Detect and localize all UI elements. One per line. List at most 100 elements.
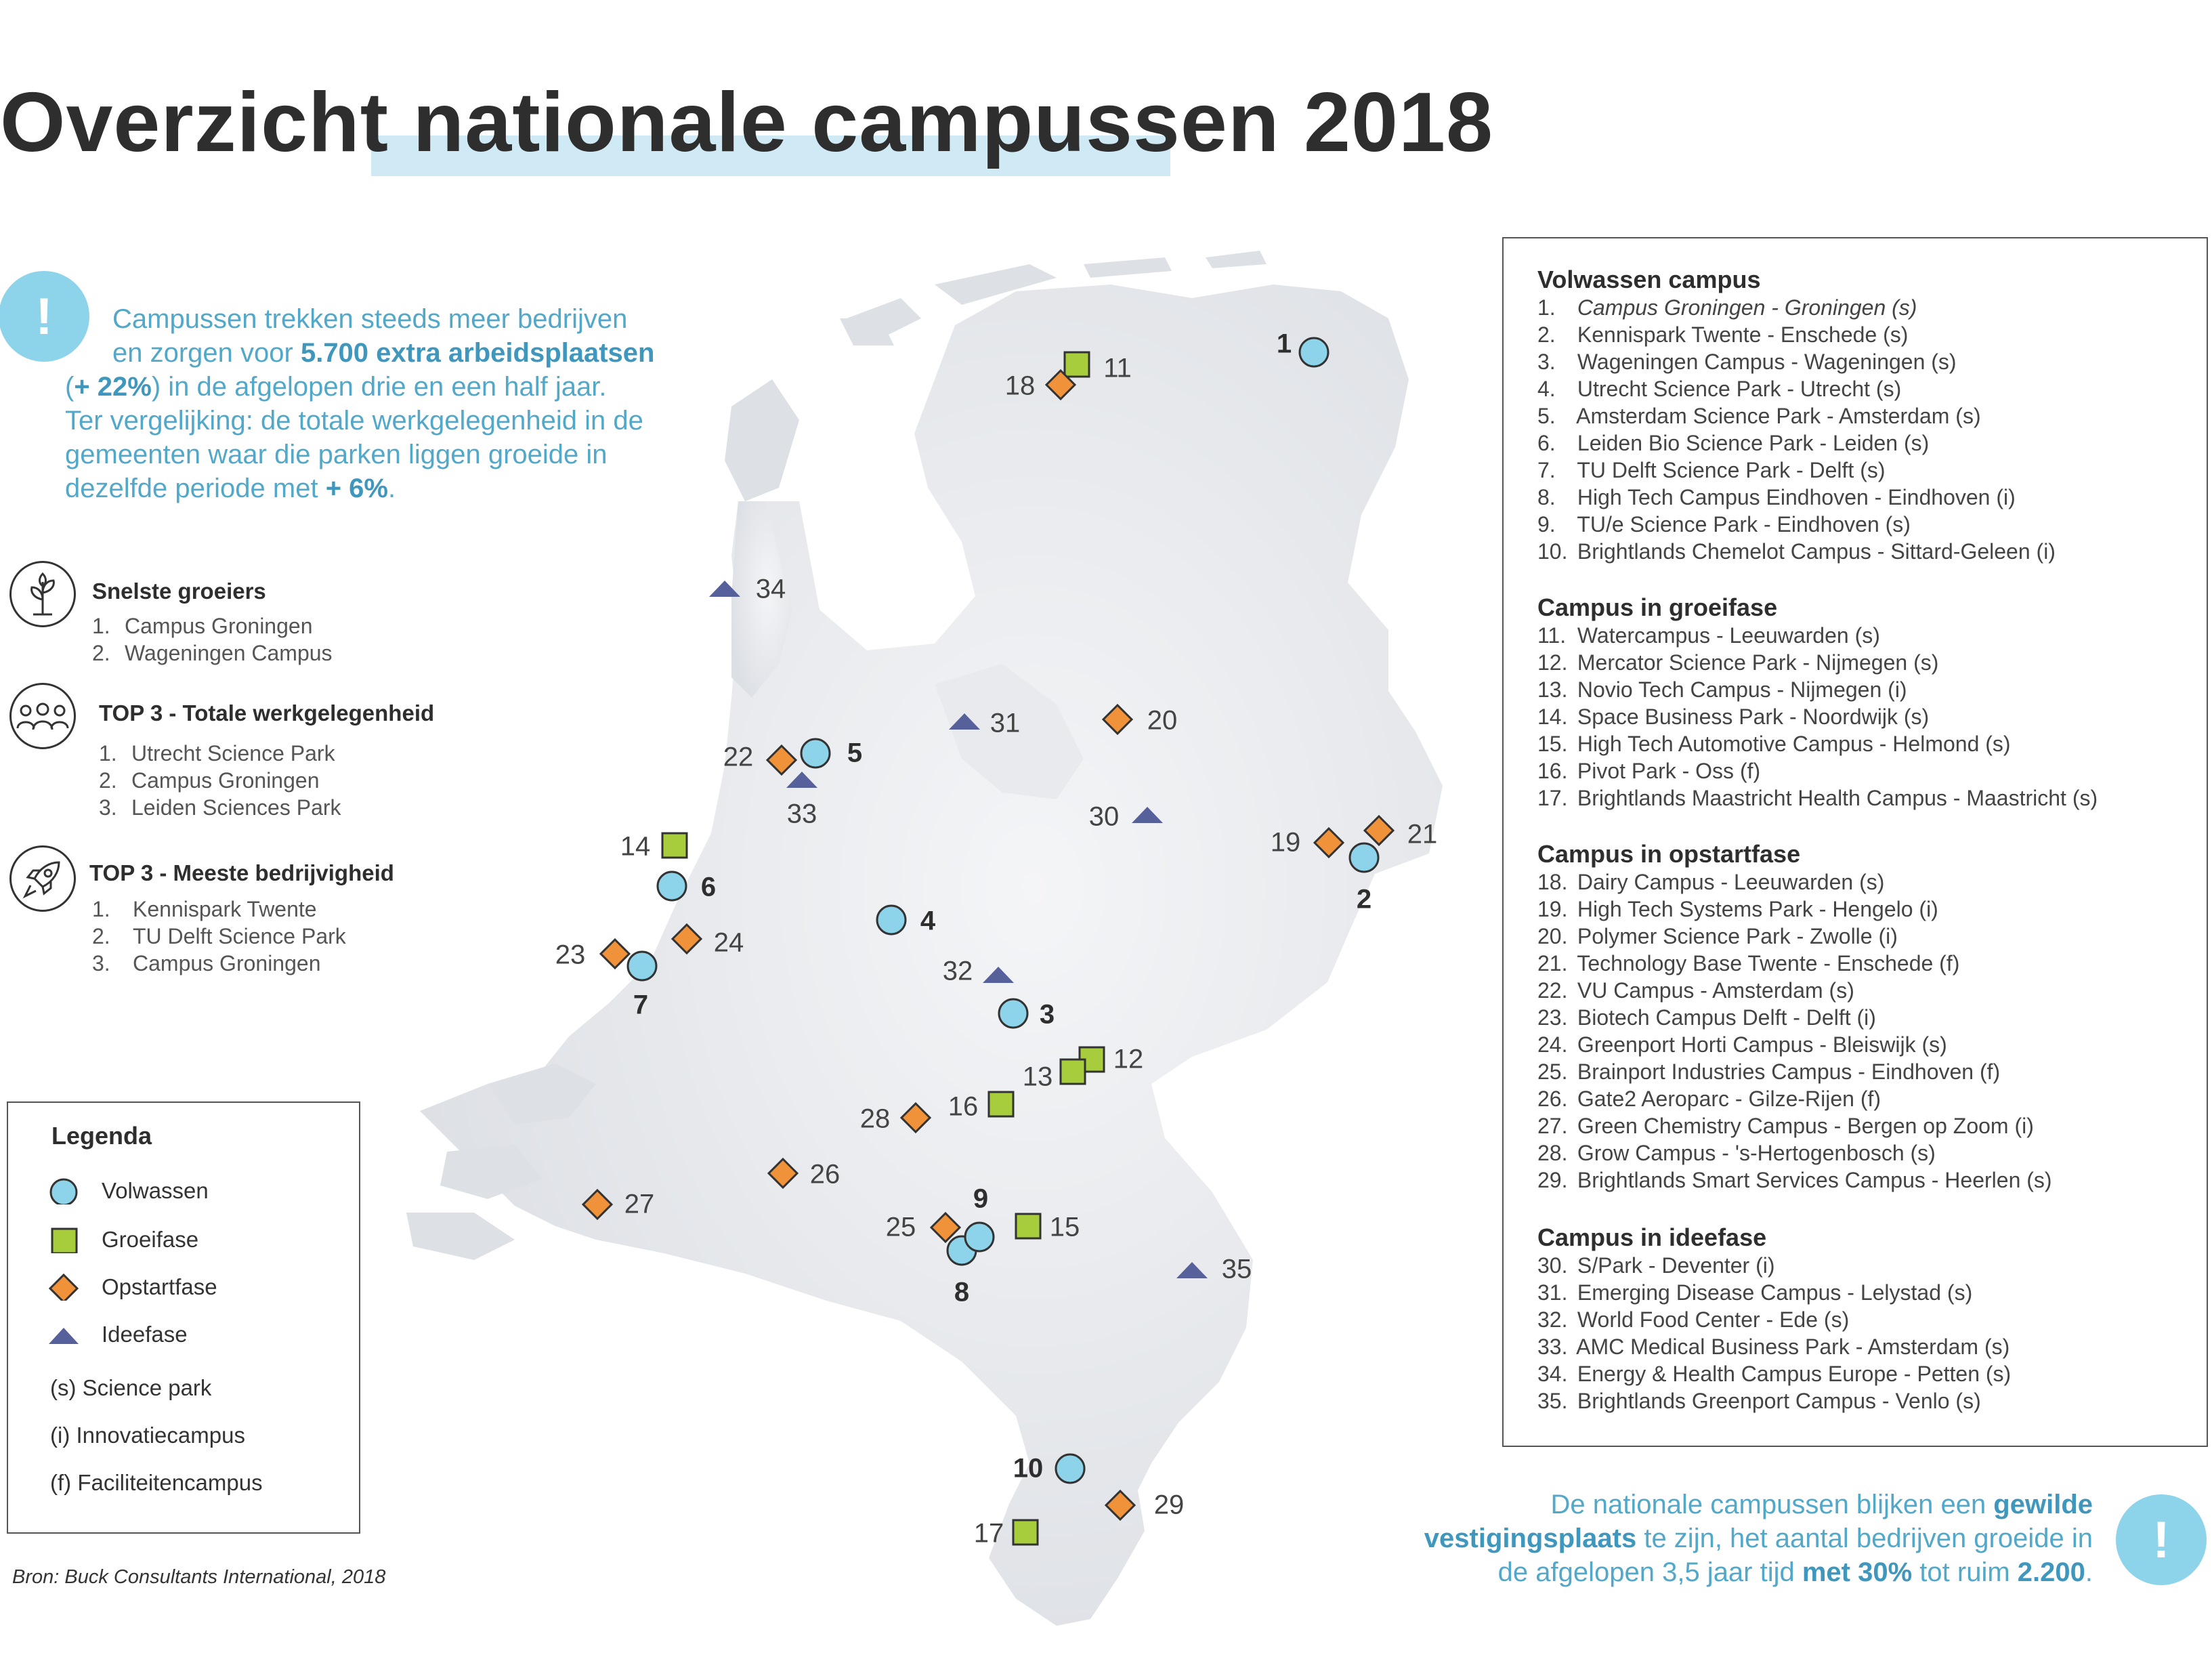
map-texel xyxy=(725,379,799,501)
category-list-opstartfase: 18. Dairy Campus - Leeuwarden (s) 19. Hig… xyxy=(1537,868,2052,1194)
campus-marker-label-3: 3 xyxy=(1039,999,1055,1030)
title-highlight xyxy=(371,135,1170,176)
campus-marker-30 xyxy=(1132,807,1163,823)
campus-list-item: 30. S/Park - Deventer (i) xyxy=(1537,1253,1775,1278)
campus-list-item: 34. Energy & Health Campus Europe - Pett… xyxy=(1537,1362,2012,1386)
campus-marker-label-1: 1 xyxy=(1276,329,1292,359)
campus-marker-16 xyxy=(987,1091,1015,1118)
square-symbol-icon xyxy=(51,1227,78,1253)
list-item: 2. Campus Groningen xyxy=(99,768,320,793)
legend-title: Legenda xyxy=(51,1122,152,1150)
legend-item-opstartfase: Opstartfase xyxy=(49,1274,217,1301)
campus-list-item: 17. Brightlands Maastricht Health Campus… xyxy=(1537,786,2098,810)
campus-list-item: 6. Leiden Bio Science Park - Leiden (s) xyxy=(1537,431,1930,455)
map-island-north xyxy=(840,318,894,345)
campus-marker-label-35: 35 xyxy=(1221,1254,1252,1284)
campus-marker-label-13: 13 xyxy=(1022,1062,1053,1092)
campus-list-item: 13. Novio Tech Campus - Nijmegen (i) xyxy=(1537,677,1907,702)
legend-code-innovatiecampus: (i) Innovatiecampus xyxy=(50,1423,245,1448)
category-heading-volwassen: Volwassen campus xyxy=(1537,266,1761,293)
campus-marker-34 xyxy=(709,581,740,597)
campus-marker-5 xyxy=(800,738,831,769)
people-icon xyxy=(9,683,76,749)
campus-list-item: 33. AMC Medical Business Park - Amsterda… xyxy=(1537,1335,2010,1359)
campus-marker-22 xyxy=(765,744,798,776)
category-heading-ideefase: Campus in ideefase xyxy=(1537,1223,1767,1251)
campus-marker-label-20: 20 xyxy=(1147,705,1178,736)
campus-marker-13 xyxy=(1059,1058,1086,1085)
list-item: 2. TU Delft Science Park xyxy=(92,924,346,948)
campus-list-item: 23. Biotech Campus Delft - Delft (i) xyxy=(1537,1005,1876,1030)
campus-list-box: Volwassen campus 1. Campus Groningen - G… xyxy=(1502,237,2208,1447)
campus-list-item: 2. Kennispark Twente - Enschede (s) xyxy=(1537,322,1909,347)
campus-list-item: 7. TU Delft Science Park - Delft (s) xyxy=(1537,458,1886,482)
campus-marker-label-32: 32 xyxy=(942,956,973,986)
campus-marker-label-6: 6 xyxy=(700,872,717,902)
campus-marker-label-17: 17 xyxy=(973,1518,1004,1549)
campus-marker-label-26: 26 xyxy=(809,1159,841,1190)
campus-list-item: 12. Mercator Science Park - Nijmegen (s) xyxy=(1537,650,1939,675)
campus-list-item: 19. High Tech Systems Park - Hengelo (i) xyxy=(1537,897,1938,921)
campus-marker-19 xyxy=(1313,826,1345,859)
intro-line-1: Campussen trekken steeds meer bedrijven xyxy=(112,304,628,334)
stat-heading-3: TOP 3 - Meeste bedrijvigheid xyxy=(89,860,394,885)
campus-list-item: 1. Campus Groningen - Groningen (s) xyxy=(1537,295,1917,320)
info-icon-top: ! xyxy=(0,271,89,362)
source-note: Bron: Buck Consultants International, 20… xyxy=(12,1566,386,1588)
campus-marker-label-8: 8 xyxy=(954,1277,970,1307)
campus-marker-10 xyxy=(1055,1453,1086,1484)
campus-marker-label-23: 23 xyxy=(555,940,586,970)
legend-item-groeifase: Groeifase xyxy=(49,1226,198,1253)
campus-marker-label-30: 30 xyxy=(1088,801,1120,832)
intro-line-2-bold: 5.700 extra arbeidsplaatsen xyxy=(300,338,655,368)
campus-marker-label-16: 16 xyxy=(948,1091,979,1122)
list-item: 1. Kennispark Twente xyxy=(92,897,317,921)
map-zeeland-1 xyxy=(488,1064,596,1125)
campus-marker-23 xyxy=(599,938,631,970)
campus-marker-label-9: 9 xyxy=(973,1183,989,1214)
campus-marker-label-31: 31 xyxy=(990,708,1021,738)
campus-list-item: 3. Wageningen Campus - Wageningen (s) xyxy=(1537,350,1957,374)
campus-list-item: 20. Polymer Science Park - Zwolle (i) xyxy=(1537,924,1898,948)
campus-marker-29 xyxy=(1104,1489,1136,1521)
campus-marker-6 xyxy=(656,870,687,902)
category-list-groeifase: 11. Watercampus - Leeuwarden (s) 12. Merc… xyxy=(1537,622,2098,812)
stat-heading-2: TOP 3 - Totale werkgelegenheid xyxy=(99,700,435,726)
campus-list-item: 5. Amsterdam Science Park - Amsterdam (s… xyxy=(1537,404,1981,428)
campus-list-item: 32. World Food Center - Ede (s) xyxy=(1537,1307,1850,1332)
campus-marker-26 xyxy=(767,1157,799,1190)
map-mainland xyxy=(420,285,1443,1626)
intro-line-6-bold: + 6% xyxy=(325,474,388,503)
campus-marker-label-22: 22 xyxy=(723,742,754,772)
intro-text: Campussen trekken steeds meer bedrijven … xyxy=(65,302,783,505)
outro-line-1-bold: gewilde xyxy=(1993,1490,2093,1519)
campus-marker-label-33: 33 xyxy=(786,799,817,829)
campus-list-item: 4. Utrecht Science Park - Utrecht (s) xyxy=(1537,377,1902,401)
campus-marker-27 xyxy=(581,1188,614,1221)
campus-marker-label-14: 14 xyxy=(620,831,651,862)
campus-marker-label-18: 18 xyxy=(1004,371,1036,401)
campus-list-item: 26. Gate2 Aeroparc - Gilze-Rijen (f) xyxy=(1537,1087,1881,1111)
outro-line-3-mid: tot ruim xyxy=(1912,1557,2018,1587)
campus-marker-3 xyxy=(998,998,1029,1029)
diamond-symbol-icon xyxy=(49,1274,79,1301)
campus-marker-1 xyxy=(1298,337,1330,368)
plant-icon xyxy=(9,561,76,627)
page-title: Overzicht nationale campussen 2018 xyxy=(0,76,1493,169)
map-zeeland-3 xyxy=(406,1213,515,1260)
intro-line-6-post: . xyxy=(387,474,396,503)
category-list-volwassen: 1. Campus Groningen - Groningen (s) 2. Ke… xyxy=(1537,294,2056,565)
map-schiermonnikoog xyxy=(1206,251,1267,268)
outro-line-3-bold2: 2.200 xyxy=(2017,1557,2085,1587)
campus-marker-14 xyxy=(661,832,688,859)
category-heading-opstartfase: Campus in opstartfase xyxy=(1537,840,1801,868)
campus-list-item: 22. VU Campus - Amsterdam (s) xyxy=(1537,978,1854,1003)
campus-marker-15 xyxy=(1015,1213,1042,1240)
campus-marker-label-24: 24 xyxy=(713,927,744,958)
campus-marker-31 xyxy=(949,713,980,730)
campus-marker-label-28: 28 xyxy=(859,1104,891,1134)
campus-marker-18 xyxy=(1044,369,1077,401)
campus-marker-4 xyxy=(876,904,907,936)
